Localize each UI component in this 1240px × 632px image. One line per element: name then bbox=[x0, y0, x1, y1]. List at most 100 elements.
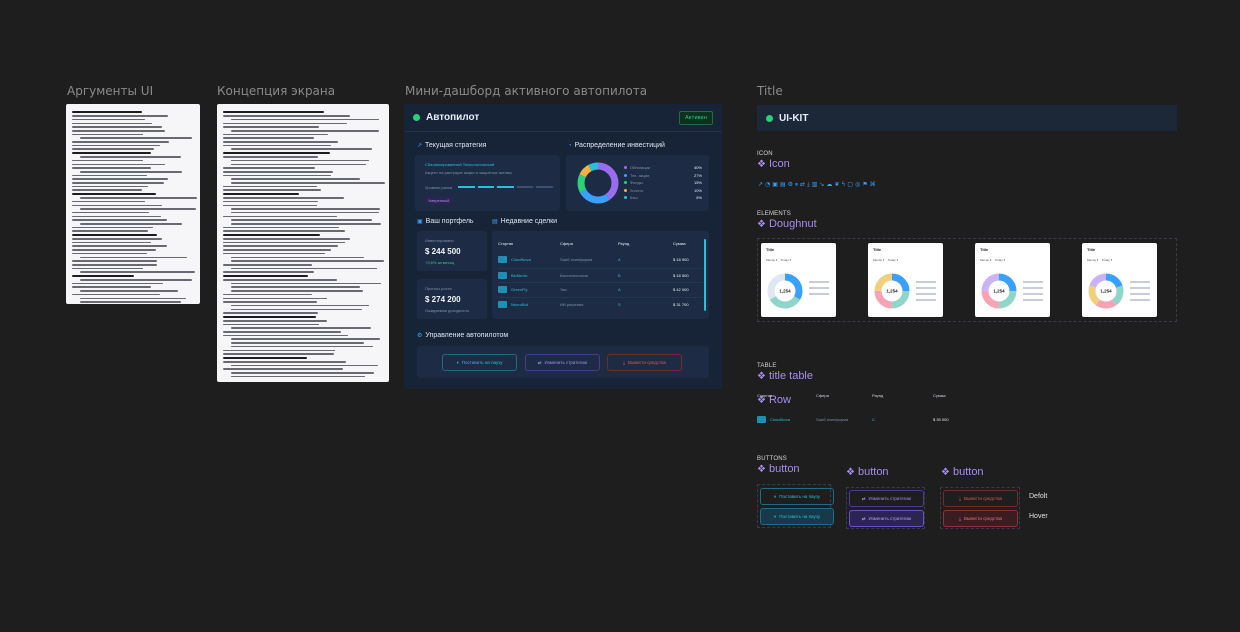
doc-text-line bbox=[72, 274, 135, 277]
leaf-icon: ❦ bbox=[834, 181, 840, 188]
doc-text-line bbox=[223, 279, 338, 281]
doughnut-card-dropdowns[interactable]: Месяц ▾ Today ▾ bbox=[873, 258, 899, 262]
doc-text-line bbox=[231, 222, 381, 225]
doughnut-legend-line bbox=[916, 299, 936, 301]
legend-name: Кэш bbox=[630, 195, 638, 201]
doc-text-line bbox=[223, 349, 335, 352]
change-strategy-button-default[interactable]: ⇄ Изменить стратегию bbox=[849, 490, 924, 507]
doughnut-legend-line bbox=[1130, 299, 1150, 301]
doc-text-line bbox=[223, 174, 331, 177]
deal-name: GreenFly bbox=[511, 287, 528, 292]
doc-text-line bbox=[72, 174, 148, 177]
forecast-label: Прогноз роста bbox=[425, 286, 452, 291]
doughnut-legend-line bbox=[1023, 293, 1043, 295]
doc-text-line bbox=[223, 361, 346, 363]
doughnut-slice bbox=[767, 273, 803, 309]
pie-icon: ◔ bbox=[765, 181, 771, 188]
doc-text-line bbox=[72, 219, 168, 221]
doc-text-line bbox=[80, 137, 193, 139]
pause-button[interactable]: ⏸ Поставить на паузу bbox=[442, 354, 517, 371]
button-component-title-1: ❖ button bbox=[757, 463, 800, 475]
deal-sum: $ 42 000 bbox=[673, 287, 689, 292]
pause-button-default[interactable]: ⏸ Поставить на паузу bbox=[760, 488, 834, 505]
download-icon: ⤓ bbox=[958, 496, 961, 501]
withdraw-button-default[interactable]: ⤓ Вывести средства bbox=[943, 490, 1018, 507]
doc-text-line bbox=[223, 230, 346, 232]
forecast-card: Прогноз роста $ 274 200 Ожидаемая доходн… bbox=[417, 279, 487, 319]
strategy-desc: Акцент на растущие акции и защитные акти… bbox=[425, 170, 512, 175]
wallet-icon: ▣ bbox=[772, 181, 778, 188]
doc-text-line bbox=[72, 234, 157, 236]
doughnut-card-dropdowns[interactable]: Месяц ▾ Today ▾ bbox=[1087, 258, 1113, 262]
box-icon: ▢ bbox=[847, 181, 854, 188]
doughnut-center-value: 1,254 bbox=[779, 289, 791, 294]
doughnut-card-dropdowns[interactable]: Месяц ▾ Today ▾ bbox=[766, 258, 792, 262]
table-section-label: TABLE bbox=[757, 363, 777, 369]
icon-section-label: ICON bbox=[757, 151, 773, 157]
legend-pct: 27% bbox=[693, 172, 702, 178]
doc-text-line bbox=[223, 323, 319, 326]
doc-text-line bbox=[223, 234, 320, 236]
allocation-panel: Облигации 40% Тех. акции 27% Фонды 15% Золото 1… bbox=[566, 155, 709, 211]
doc-text-line bbox=[223, 301, 318, 303]
legend-dot-icon bbox=[624, 166, 627, 170]
target-icon: ◎ bbox=[855, 181, 861, 188]
allocation-slice-1 bbox=[577, 162, 619, 204]
legend-dot-icon bbox=[624, 173, 627, 177]
dashboard-title: Автопилот bbox=[426, 112, 480, 123]
doc-text-line bbox=[72, 226, 154, 229]
doc-text-line bbox=[223, 297, 327, 300]
autopilot-dashboard: Автопилот Активен ↗ Текущая стратегия Сба… bbox=[404, 104, 722, 389]
doughnut-center-value: 1,254 bbox=[886, 289, 898, 294]
dropdown-today: Today bbox=[887, 258, 896, 262]
doughnut-card-dropdowns[interactable]: Месяц ▾ Today ▾ bbox=[980, 258, 1006, 262]
doc-text-line bbox=[72, 211, 149, 214]
legend-name: Тех. акции bbox=[630, 172, 650, 178]
swap-icon: ⇄ bbox=[800, 181, 806, 188]
doughnut-card-title: Title bbox=[766, 247, 775, 252]
component-icon: ❖ bbox=[757, 463, 766, 475]
deal-sum: $ 31 700 bbox=[673, 301, 689, 307]
deals-row[interactable]: BioMedic Биотехнологии B $ 18 500 bbox=[498, 267, 703, 283]
doc-text-line bbox=[223, 167, 316, 169]
deals-row[interactable]: CloudNova SaaS платформа A $ 18 900 bbox=[498, 253, 703, 268]
doc-text-line bbox=[223, 368, 344, 370]
deals-row[interactable]: GreenFly Эко A $ 42 000 bbox=[498, 282, 703, 297]
deals-row[interactable]: NeuroBot ИИ решения S $ 31 700 bbox=[498, 296, 703, 312]
legend-name: Золото bbox=[630, 187, 644, 193]
doc-text-line bbox=[223, 200, 318, 203]
table-row[interactable]: CloudNova SaaS платформа C $ 39 000 bbox=[757, 412, 957, 426]
doc-text-line bbox=[72, 152, 151, 155]
deals-scrollbar[interactable] bbox=[704, 239, 706, 311]
doc-text-line bbox=[72, 163, 165, 166]
doc-text-line bbox=[231, 290, 364, 292]
deals-col-header: Сумма bbox=[673, 241, 686, 246]
doc-text-line bbox=[231, 338, 381, 341]
doc-text-line bbox=[231, 342, 365, 344]
legend-dot-icon bbox=[624, 188, 627, 192]
change-strategy-button[interactable]: ⇄ Изменить стратегию bbox=[525, 354, 600, 371]
withdraw-button-hover[interactable]: ⤓ Вывести средства bbox=[943, 510, 1018, 527]
buttons-section-label: BUTTONS bbox=[757, 456, 787, 462]
risk-meter bbox=[458, 186, 553, 188]
legend-pct: 8% bbox=[696, 195, 702, 201]
status-dot-icon bbox=[766, 114, 773, 122]
doc-text-line bbox=[80, 156, 181, 158]
doc-text-line bbox=[72, 126, 162, 128]
startup-logo-icon bbox=[757, 415, 766, 423]
doc-text-line bbox=[223, 334, 348, 337]
withdraw-button[interactable]: ⤓ Вывести средства bbox=[607, 354, 682, 371]
doc-text-line bbox=[223, 126, 320, 128]
invested-label: Инвестировано bbox=[425, 238, 454, 243]
change-strategy-button-hover[interactable]: ⇄ Изменить стратегию bbox=[849, 510, 924, 527]
button-component-title-2: ❖ button bbox=[846, 466, 889, 478]
dropdown-today: Today bbox=[1101, 258, 1110, 262]
doc-text-line bbox=[223, 274, 309, 277]
chart-icon: ▥ bbox=[811, 181, 818, 188]
doc-text-line bbox=[223, 320, 327, 322]
pause-button-hover[interactable]: ⏸ Поставить на паузу bbox=[760, 508, 834, 525]
download-icon: ⤓ bbox=[807, 181, 810, 188]
deal-name: BioMedic bbox=[511, 272, 528, 278]
allocation-slice-4 bbox=[577, 162, 619, 204]
doc-text-line bbox=[231, 118, 379, 121]
